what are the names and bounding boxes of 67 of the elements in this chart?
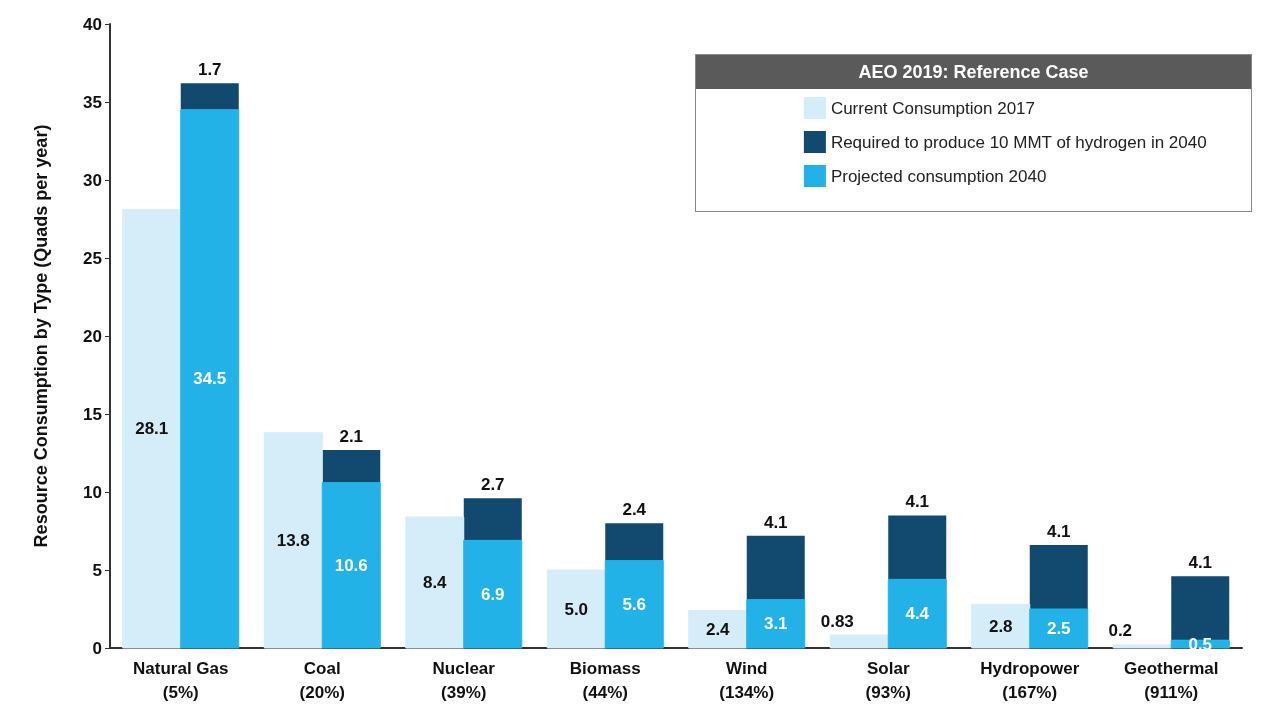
bar [887, 578, 947, 649]
data-label: 13.8 [276, 530, 310, 550]
data-label: 28.1 [135, 419, 169, 439]
data-label: 8.4 [422, 572, 448, 592]
data-label: 4.1 [1046, 522, 1071, 542]
data-label: 5.0 [564, 599, 589, 619]
x-tick-label: Hydropower (167%) [980, 658, 1080, 702]
y-axis-title: Resource Consumption by Type (Quads per year) [31, 124, 51, 548]
data-label: 0.83 [820, 611, 854, 631]
data-label: 2.1 [339, 426, 364, 446]
data-label: 4.1 [763, 512, 788, 532]
data-label: 2.8 [988, 616, 1013, 636]
data-label: 10.6 [334, 555, 368, 575]
y-tick-label: 5 [92, 560, 102, 580]
data-label: 1.7 [197, 60, 222, 80]
bar [605, 523, 664, 561]
data-label: 4.1 [905, 492, 930, 512]
bar [829, 634, 889, 649]
legend-label: Current Consumption 2017 [830, 98, 1036, 118]
data-label: 2.4 [622, 500, 647, 520]
data-label: 34.5 [193, 369, 227, 389]
bar [122, 209, 182, 649]
bar [321, 482, 381, 649]
data-label: 0.2 [1108, 621, 1133, 641]
bar [746, 599, 806, 649]
legend-label: Required to produce 10 MMT of hydrogen in 2040 [830, 132, 1207, 152]
legend-heading: AEO 2019: Reference Case [696, 55, 1251, 89]
bar [405, 516, 465, 649]
data-label: 5.6 [622, 594, 647, 614]
bar [463, 539, 523, 649]
y-tick-label: 10 [83, 482, 102, 502]
x-tick-label: Solar (93%) [865, 658, 911, 702]
y-tick-label: 40 [83, 14, 102, 34]
y-tick-label: 20 [83, 326, 102, 346]
y-tick-label: 15 [83, 404, 102, 424]
bar [180, 109, 240, 649]
data-label: 4.1 [1188, 553, 1213, 573]
bar [546, 569, 606, 649]
data-label: 3.1 [763, 614, 788, 634]
bar [888, 515, 947, 580]
bar [1112, 644, 1172, 649]
bar [1029, 608, 1089, 649]
bar [322, 449, 381, 483]
legend-label: Projected consumption 2040 [830, 166, 1047, 186]
bar [463, 498, 522, 541]
data-label: 6.9 [480, 584, 505, 604]
bar [746, 535, 805, 600]
y-tick-label: 0 [92, 638, 102, 658]
y-tick-label: 25 [83, 248, 102, 268]
bar [604, 560, 664, 649]
data-label: 2.5 [1046, 619, 1071, 638]
x-tick-label: Geothermal (911%) [1124, 658, 1219, 702]
x-tick-label: Biomass (44%) [569, 658, 641, 702]
y-tick-label: 30 [83, 170, 102, 190]
data-label: 2.7 [480, 475, 505, 495]
x-tick-label: Wind (134%) [719, 658, 775, 702]
x-tick-label: Nuclear (39%) [432, 658, 496, 702]
y-tick-label: 35 [83, 92, 102, 112]
x-tick-label: Natural Gas (5%) [133, 658, 229, 702]
bar [688, 610, 748, 649]
bar [1029, 545, 1088, 609]
bar [263, 432, 323, 649]
bar [971, 603, 1031, 649]
bar [180, 83, 239, 110]
data-label: 4.4 [905, 604, 930, 624]
data-label: 2.4 [705, 619, 731, 639]
x-tick-label: Coal (20%) [299, 658, 345, 702]
